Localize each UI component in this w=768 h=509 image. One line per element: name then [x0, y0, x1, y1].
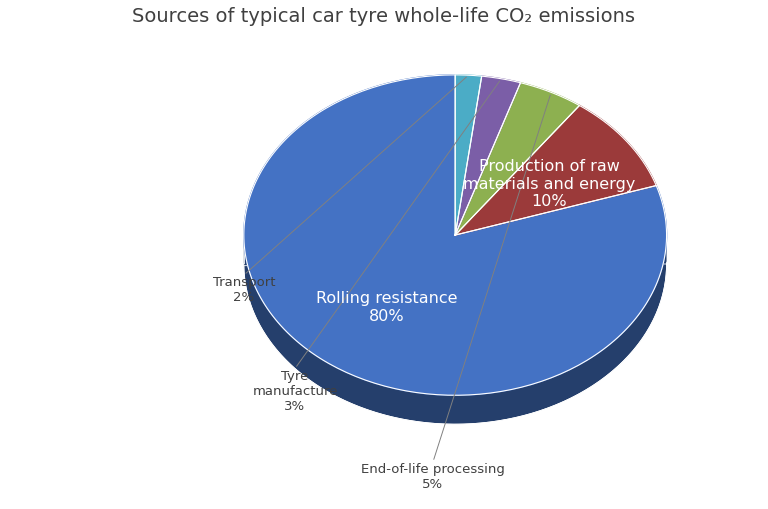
- Text: End-of-life processing
5%: End-of-life processing 5%: [361, 462, 505, 490]
- Polygon shape: [455, 83, 579, 236]
- Title: Sources of typical car tyre whole-life CO₂ emissions: Sources of typical car tyre whole-life C…: [133, 7, 635, 26]
- Polygon shape: [455, 76, 482, 236]
- Text: Tyre
manufacture
3%: Tyre manufacture 3%: [252, 369, 338, 412]
- Polygon shape: [455, 77, 521, 236]
- Text: Transport
2%: Transport 2%: [213, 275, 275, 303]
- Text: Production of raw
materials and energy
10%: Production of raw materials and energy 1…: [463, 159, 635, 209]
- Polygon shape: [455, 106, 656, 236]
- Polygon shape: [243, 76, 667, 395]
- Text: Rolling resistance
80%: Rolling resistance 80%: [316, 291, 458, 323]
- Polygon shape: [243, 234, 667, 425]
